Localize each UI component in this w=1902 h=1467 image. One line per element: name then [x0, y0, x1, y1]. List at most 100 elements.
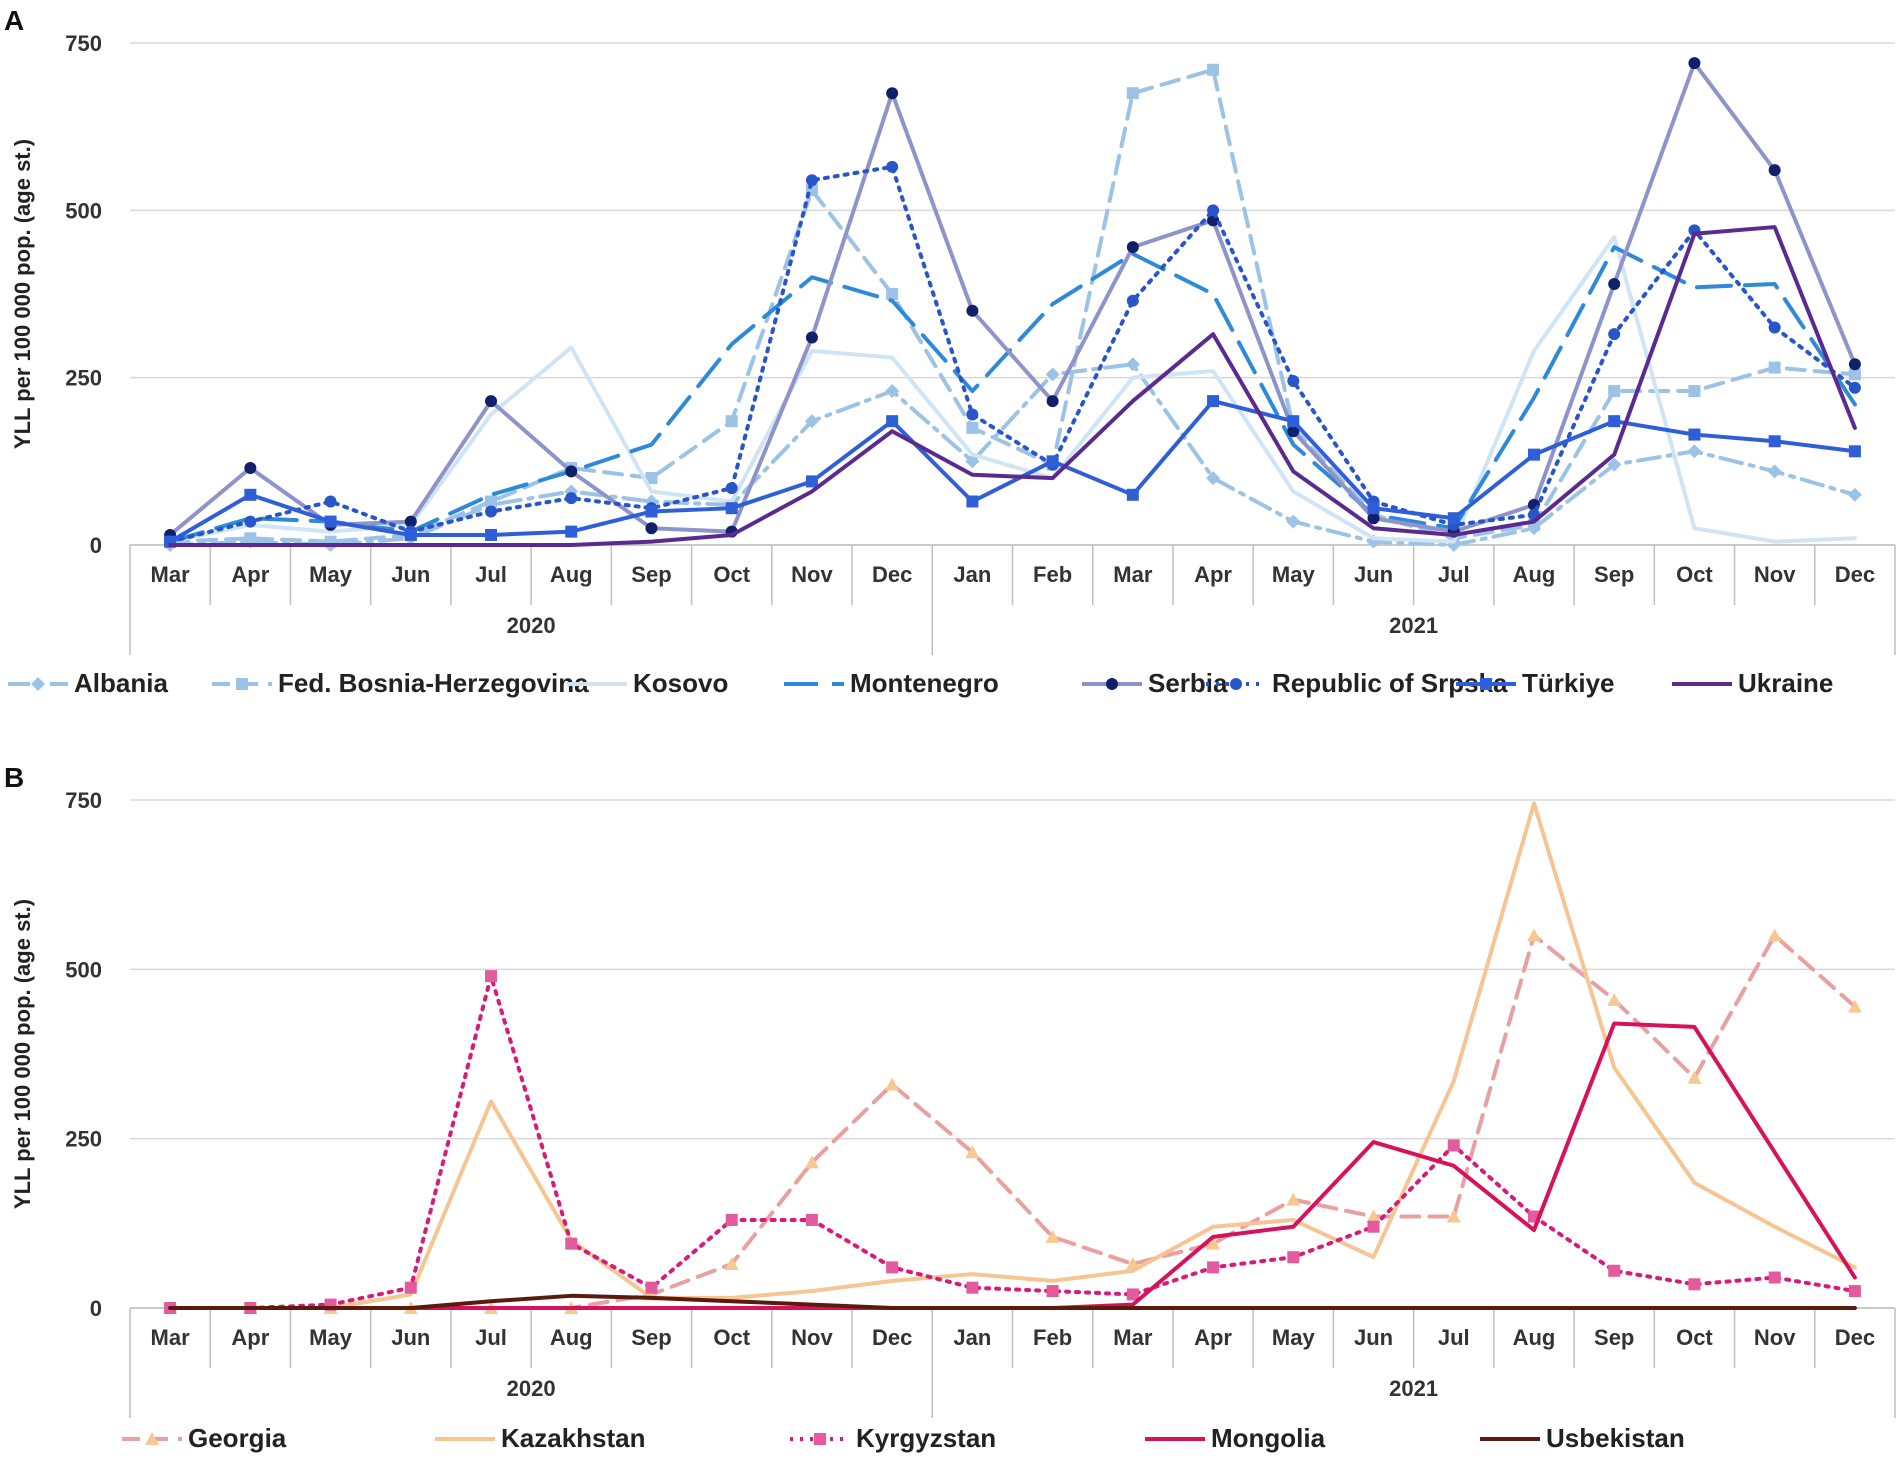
data-point — [966, 408, 979, 421]
data-point — [886, 288, 899, 300]
data-point — [1688, 57, 1701, 70]
data-point — [1768, 361, 1781, 374]
data-point — [1126, 488, 1139, 501]
data-point — [1287, 425, 1300, 438]
series-line — [168, 933, 1857, 1310]
data-point — [1126, 241, 1139, 254]
data-point — [1688, 428, 1701, 441]
data-point — [1367, 502, 1380, 515]
series-montenegro — [168, 245, 1857, 544]
data-point — [1608, 277, 1621, 290]
series-albania — [163, 357, 1862, 552]
data-point — [1688, 1278, 1701, 1291]
data-point — [1287, 415, 1300, 428]
x-tick-label: Jun — [391, 562, 430, 587]
series-line — [168, 61, 1857, 537]
data-point — [1768, 435, 1781, 448]
data-point — [1126, 1288, 1139, 1301]
data-point — [645, 472, 658, 485]
data-point — [1126, 87, 1139, 100]
data-point — [1046, 395, 1059, 408]
series-line — [168, 245, 1857, 544]
legend-label: Serbia — [1148, 668, 1228, 698]
data-point — [886, 1261, 899, 1274]
data-point — [966, 1281, 979, 1294]
data-point — [1848, 1285, 1861, 1298]
y-tick-label: 250 — [65, 1127, 102, 1152]
x-tick-label: Dec — [1835, 562, 1875, 587]
legend-item: Serbia — [1082, 668, 1228, 698]
data-point — [485, 528, 498, 541]
legend-marker — [236, 678, 248, 690]
x-tick-label: Feb — [1033, 562, 1072, 587]
data-point — [1207, 204, 1220, 217]
legend-label: Ukraine — [1738, 668, 1833, 698]
data-point — [1207, 395, 1220, 408]
data-point — [1287, 1251, 1300, 1264]
x-tick-label: Dec — [872, 1325, 912, 1350]
data-point — [885, 1077, 900, 1091]
data-point — [485, 505, 498, 518]
data-point — [805, 331, 818, 344]
x-tick-label: Nov — [1754, 562, 1796, 587]
series-line — [168, 362, 1857, 547]
series-kosovo — [168, 235, 1857, 544]
legend-label: Kosovo — [633, 668, 728, 698]
x-tick-label: Sep — [631, 562, 671, 587]
x-tick-label: Aug — [1513, 562, 1556, 587]
data-point — [1608, 328, 1621, 341]
data-point — [244, 462, 257, 475]
data-point — [485, 970, 498, 983]
series-line — [168, 235, 1857, 544]
legend-label: Montenegro — [850, 668, 999, 698]
x-tick-label: May — [1272, 562, 1316, 587]
legend-item: Albania — [8, 668, 168, 698]
data-point — [1206, 1236, 1221, 1250]
legend-marker — [1480, 678, 1492, 690]
legend-marker — [31, 677, 45, 691]
series-kyrgyzstan — [164, 970, 1861, 1314]
x-tick-label: Jan — [953, 1325, 991, 1350]
data-point — [1366, 1209, 1381, 1223]
data-point — [1847, 487, 1862, 502]
legend-label: Albania — [74, 668, 168, 698]
x-tick-label: Jul — [475, 562, 507, 587]
data-point — [1287, 375, 1300, 388]
y-tick-label: 500 — [65, 198, 102, 223]
x-tick-label: Apr — [1194, 1325, 1232, 1350]
data-point — [804, 414, 819, 429]
data-point — [485, 395, 498, 408]
y-tick-label: 750 — [65, 788, 102, 813]
x-tick-label: Nov — [791, 1325, 833, 1350]
x-tick-label: Apr — [231, 1325, 269, 1350]
x-tick-label: May — [309, 1325, 353, 1350]
legend-item: Kosovo — [567, 668, 728, 698]
data-point — [1286, 514, 1301, 529]
legend-item: Mongolia — [1145, 1423, 1326, 1453]
data-point — [404, 515, 417, 528]
data-point — [1526, 928, 1541, 942]
data-point — [565, 525, 578, 538]
legend-item: Kazakhstan — [435, 1423, 646, 1453]
legend-item: Georgia — [122, 1423, 287, 1453]
data-point — [1767, 464, 1782, 479]
legend-label: Georgia — [188, 1423, 287, 1453]
y-axis-label: YLL per 100 000 pop. (age st.) — [10, 139, 35, 449]
y-tick-label: 750 — [65, 31, 102, 56]
data-point — [805, 1213, 818, 1226]
x-tick-label: Sep — [1594, 1325, 1634, 1350]
data-point — [1847, 999, 1862, 1013]
data-point — [965, 454, 980, 469]
x-group-label: 2021 — [1389, 613, 1438, 638]
data-point — [1687, 444, 1702, 459]
data-point — [1446, 1209, 1461, 1223]
data-point — [645, 1281, 658, 1294]
legend: Georgia Kazakhstan Kyrgyzstan Mongolia Usbek… — [122, 1423, 1685, 1453]
data-point — [1447, 1139, 1460, 1152]
series-line — [168, 67, 1857, 544]
y-tick-label: 0 — [90, 1296, 102, 1321]
x-tick-label: Jun — [1354, 562, 1393, 587]
series-line — [168, 1293, 1857, 1310]
data-point — [1206, 471, 1221, 486]
x-tick-label: Jul — [475, 1325, 507, 1350]
